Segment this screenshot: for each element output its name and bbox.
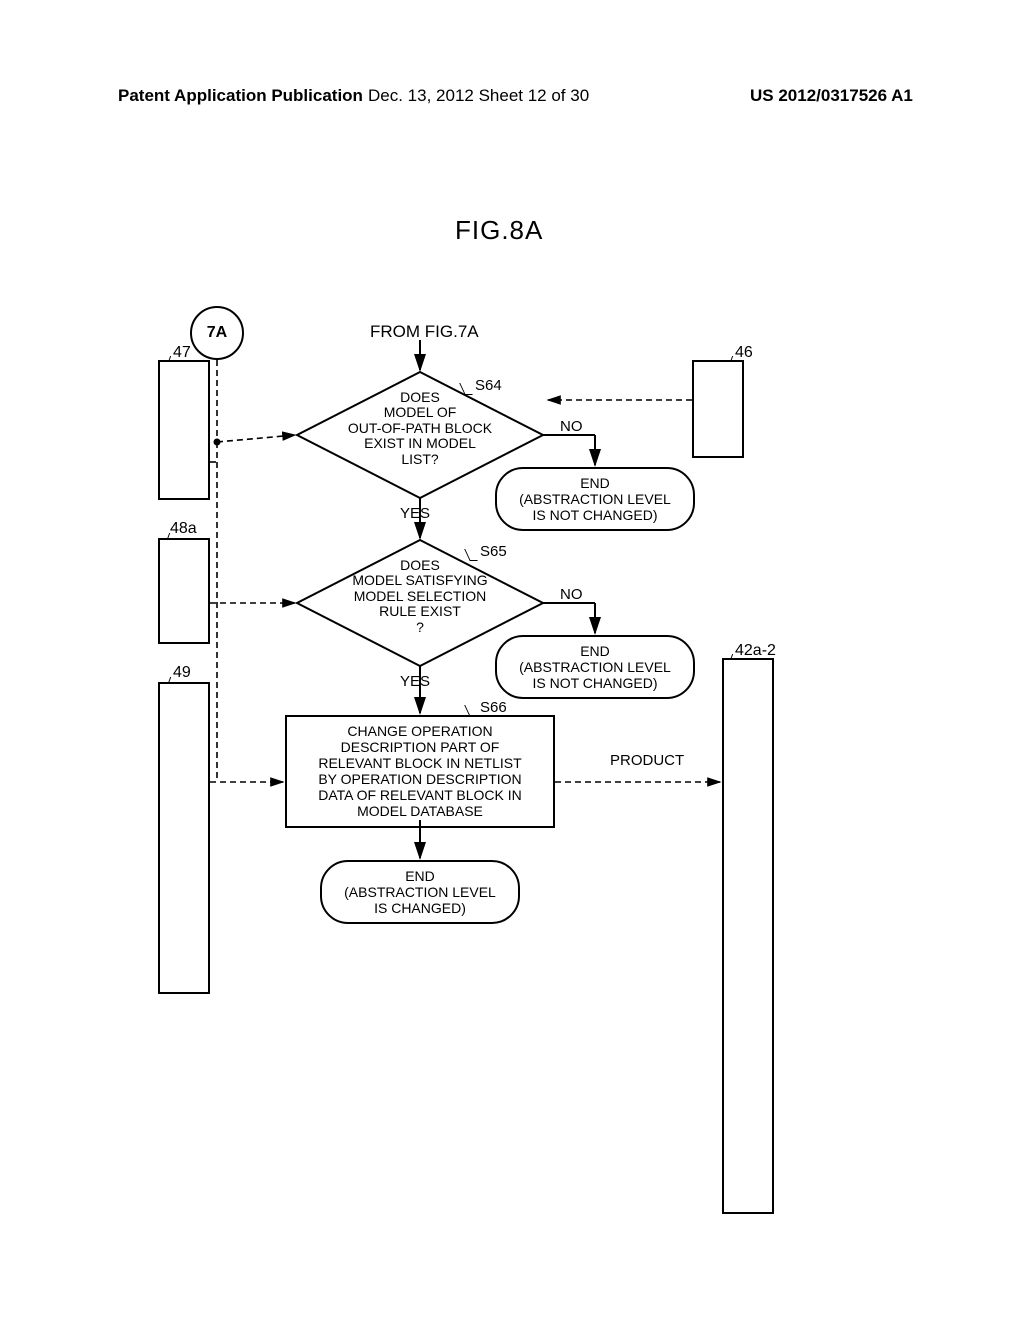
terminator-end-not-changed-1: END (ABSTRACTION LEVEL IS NOT CHANGED) [495,467,695,531]
decision-s65-text: DOES MODEL SATISFYING MODEL SELECTION RU… [295,558,545,635]
terminator-end-changed: END (ABSTRACTION LEVEL IS CHANGED) [320,860,520,924]
step-label-s65: S65 [480,543,507,560]
data-box-48a [158,538,210,644]
data-box-47 [158,360,210,500]
data-box-42a2 [722,658,774,1214]
connector-7a: 7A [190,306,244,360]
header-right: US 2012/0317526 A1 [750,86,913,106]
step-label-s66: S66 [480,699,507,716]
terminator-end-not-changed-2: END (ABSTRACTION LEVEL IS NOT CHANGED) [495,635,695,699]
process-s66: CHANGE OPERATION DESCRIPTION PART OF REL… [285,715,555,828]
from-fig-label: FROM FIG.7A [370,322,479,342]
s65-yes: YES [400,673,430,690]
s65-no: NO [560,586,583,603]
decision-s64-text: DOES MODEL OF OUT-OF-PATH BLOCK EXIST IN… [295,390,545,467]
s64-yes: YES [400,505,430,522]
data-box-46 [692,360,744,458]
data-box-49 [158,682,210,994]
s64-no: NO [560,418,583,435]
step-label-s64: S64 [475,377,502,394]
header-left: Patent Application Publication [118,86,363,106]
figure-title: FIG.8A [455,215,543,246]
header-center: Dec. 13, 2012 Sheet 12 of 30 [368,86,589,106]
page: Patent Application Publication Dec. 13, … [0,0,1024,1320]
product-label: PRODUCT [610,752,684,769]
